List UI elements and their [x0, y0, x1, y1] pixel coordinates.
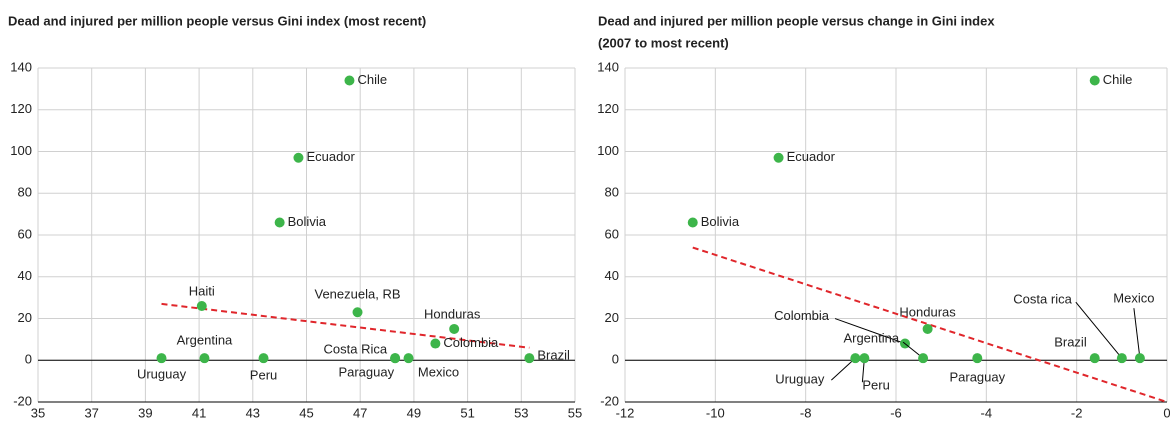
y-tick-label: 0 [612, 352, 619, 367]
x-tick-label: -2 [1071, 405, 1083, 420]
point [1089, 353, 1100, 364]
y-tick-label: 100 [597, 143, 619, 158]
point [199, 353, 210, 364]
chart-title: Dead and injured per million people vers… [8, 13, 426, 28]
point-label: Haiti [189, 283, 215, 298]
point-label: Costa Rica [324, 342, 388, 357]
point-label: Honduras [424, 306, 481, 321]
point-label: Colombia [443, 335, 499, 350]
chart-title: (2007 to most recent) [598, 35, 729, 50]
x-tick-label: -10 [706, 405, 725, 420]
point-label: Venezuela, RB [315, 287, 401, 302]
point [859, 353, 870, 364]
x-tick-label: 35 [31, 405, 45, 420]
point-label: Argentina [843, 331, 899, 346]
x-tick-label: 39 [138, 405, 152, 420]
y-tick-label: 140 [10, 59, 32, 74]
point [687, 217, 698, 228]
point [1089, 75, 1100, 86]
leader-line [1075, 301, 1123, 359]
x-tick-label: 49 [407, 405, 421, 420]
x-tick-label: -12 [616, 405, 635, 420]
point [344, 75, 355, 86]
y-tick-label: -20 [13, 393, 32, 408]
y-tick-label: 120 [10, 101, 32, 116]
point [773, 152, 784, 163]
y-tick-label: 40 [605, 268, 619, 283]
y-tick-label: -20 [600, 393, 619, 408]
point [524, 353, 535, 364]
point [918, 353, 929, 364]
point-label: Argentina [177, 333, 233, 348]
point-label: Uruguay [775, 372, 825, 387]
point-label: Ecuador [306, 149, 355, 164]
point [293, 152, 304, 163]
point [196, 300, 207, 311]
x-tick-label: 0 [1163, 405, 1170, 420]
point [449, 323, 460, 334]
leader-line [1133, 308, 1141, 359]
x-tick-label: 55 [568, 405, 582, 420]
point [390, 353, 401, 364]
point-label: Bolivia [288, 214, 327, 229]
x-tick-label: 51 [460, 405, 474, 420]
point-label: Peru [250, 368, 277, 383]
point-label: Mexico [1113, 291, 1154, 306]
point-label: Honduras [899, 304, 956, 319]
x-tick-label: 43 [246, 405, 260, 420]
x-tick-label: 53 [514, 405, 528, 420]
point [922, 323, 933, 334]
x-tick-label: -6 [890, 405, 902, 420]
trend-line [692, 246, 1168, 403]
point-label: Paraguay [949, 370, 1005, 385]
leader-line [831, 357, 856, 381]
point [850, 353, 861, 364]
y-tick-label: 120 [597, 101, 619, 116]
x-tick-label: -4 [981, 405, 993, 420]
point [352, 307, 363, 318]
point-label: Chile [1103, 72, 1133, 87]
chart-title: Dead and injured per million people vers… [598, 13, 995, 28]
y-tick-label: 80 [18, 185, 32, 200]
y-tick-label: 140 [597, 59, 619, 74]
point [156, 353, 167, 364]
point [972, 353, 983, 364]
x-tick-label: -8 [800, 405, 812, 420]
x-tick-label: 45 [299, 405, 313, 420]
y-tick-label: 60 [18, 226, 32, 241]
point-label: Uruguay [137, 367, 187, 382]
point-label: Chile [357, 72, 387, 87]
point-label: Colombia [774, 308, 830, 323]
x-tick-label: 47 [353, 405, 367, 420]
point [1134, 353, 1145, 364]
point [274, 217, 285, 228]
y-tick-label: 20 [18, 310, 32, 325]
x-tick-label: 41 [192, 405, 206, 420]
x-tick-label: 37 [84, 405, 98, 420]
point-label: Brazil [1054, 335, 1087, 350]
y-tick-label: 40 [18, 268, 32, 283]
point [403, 353, 414, 364]
leader-line [834, 318, 906, 345]
point [430, 338, 441, 349]
y-tick-label: 100 [10, 143, 32, 158]
point-label: Costa rica [1013, 292, 1072, 307]
point [258, 353, 269, 364]
point-label: Peru [862, 378, 889, 393]
y-tick-label: 60 [605, 226, 619, 241]
trend-line [161, 302, 530, 349]
point [1116, 353, 1127, 364]
point-label: Mexico [418, 365, 459, 380]
point-label: Bolivia [701, 214, 740, 229]
y-tick-label: 80 [605, 185, 619, 200]
point-label: Brazil [537, 348, 570, 363]
y-tick-label: 20 [605, 310, 619, 325]
y-tick-label: 0 [25, 352, 32, 367]
point-label: Paraguay [338, 365, 394, 380]
point-label: Ecuador [787, 149, 836, 164]
